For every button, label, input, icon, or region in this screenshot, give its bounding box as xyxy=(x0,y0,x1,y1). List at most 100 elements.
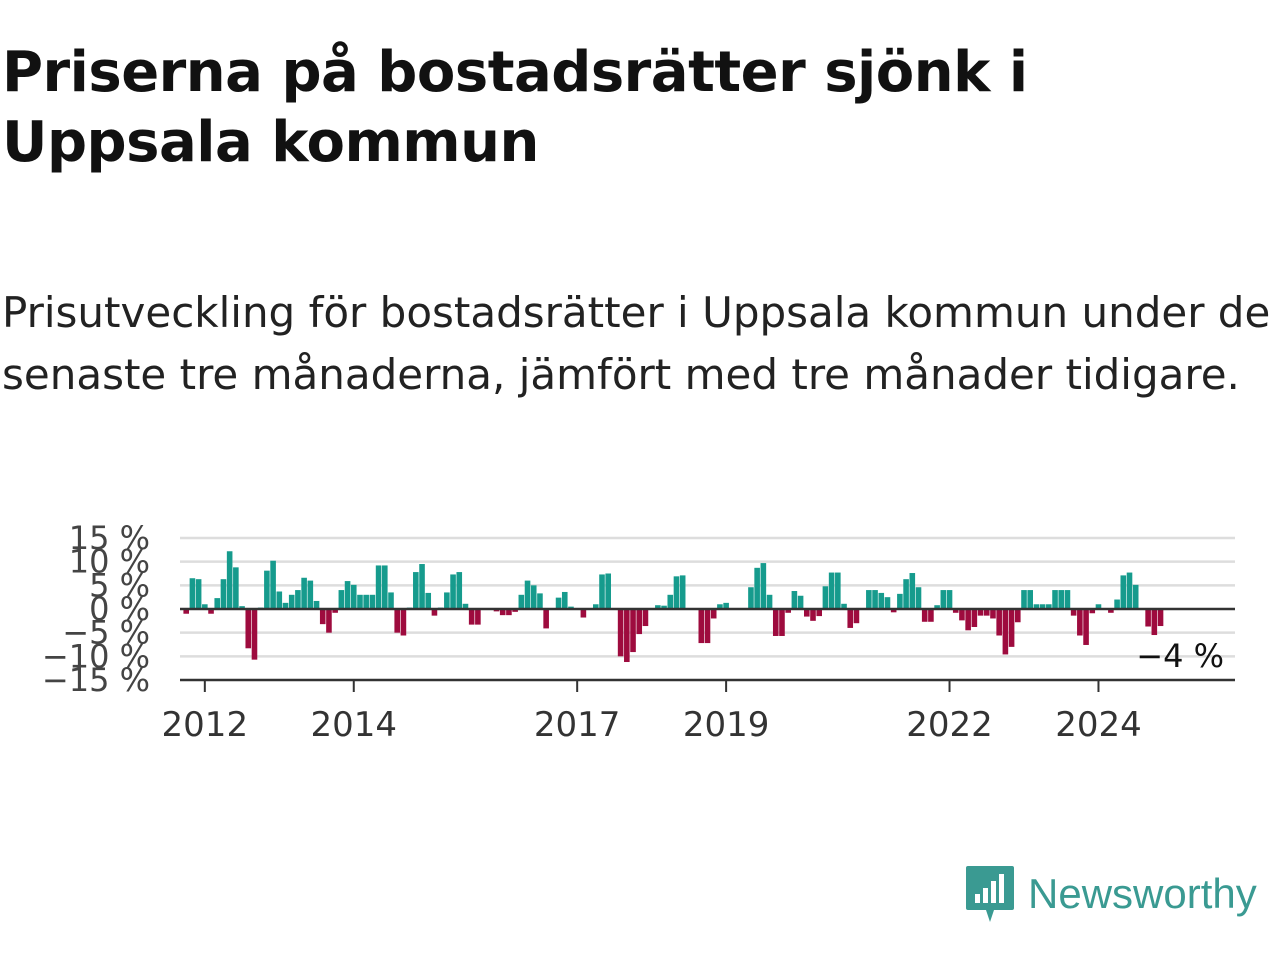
bar xyxy=(835,572,841,609)
bar xyxy=(208,609,214,614)
bar xyxy=(1008,609,1015,647)
bar xyxy=(270,560,276,609)
bar xyxy=(903,579,909,609)
bar xyxy=(977,609,984,616)
bar xyxy=(288,594,295,609)
bar xyxy=(251,609,258,660)
bar xyxy=(332,609,338,613)
y-tick-label: 0 % xyxy=(89,590,150,628)
bar xyxy=(828,572,835,609)
y-tick-label: −15 % xyxy=(42,661,150,699)
y-tick-label: −5 % xyxy=(62,614,150,652)
bar xyxy=(431,609,438,616)
bar xyxy=(382,565,388,609)
bar xyxy=(617,609,624,657)
bar xyxy=(276,591,283,609)
bar xyxy=(220,579,227,609)
bar xyxy=(1077,609,1083,636)
bar xyxy=(822,586,829,609)
bar xyxy=(1021,590,1027,609)
bar xyxy=(599,574,605,609)
bar xyxy=(499,609,506,616)
bar xyxy=(971,609,978,627)
bar xyxy=(816,609,822,617)
bar xyxy=(183,609,189,614)
bar xyxy=(313,600,320,609)
bar xyxy=(475,609,481,625)
bar xyxy=(425,592,432,609)
bar xyxy=(897,593,903,609)
bar xyxy=(363,594,369,609)
bar-chart: 15 %10 %5 %0 %−5 %−10 %−15 % 2012 2014 2017… xyxy=(42,519,1235,745)
bar xyxy=(698,609,705,644)
bar xyxy=(1157,609,1164,627)
bar xyxy=(655,605,661,609)
bar xyxy=(344,581,351,609)
bar xyxy=(934,605,940,609)
bar xyxy=(946,590,953,609)
bar xyxy=(444,592,450,609)
bar xyxy=(524,580,531,609)
bar xyxy=(667,594,674,609)
bar xyxy=(673,576,680,609)
bar xyxy=(394,609,400,633)
bar xyxy=(350,584,357,609)
bar xyxy=(847,609,854,628)
bar xyxy=(878,592,885,609)
chart-subtitle: Prisutveckling för bostadsrätter i Uppsa… xyxy=(2,288,1271,399)
bar xyxy=(704,609,711,644)
bar xyxy=(872,590,878,609)
bar xyxy=(338,590,345,609)
bar xyxy=(195,579,202,609)
bar xyxy=(456,572,463,609)
bar xyxy=(530,585,537,609)
bar xyxy=(593,604,599,609)
x-tick-label: 2017 xyxy=(534,705,621,745)
bar xyxy=(419,564,425,609)
bar xyxy=(1058,590,1065,609)
chart-title: Priserna på bostadsrätter sjönk i Uppsal… xyxy=(2,40,1028,175)
bar xyxy=(624,609,630,663)
bar xyxy=(319,609,326,625)
bar xyxy=(226,551,233,609)
bar xyxy=(952,609,959,613)
bar xyxy=(1046,604,1052,609)
bar xyxy=(884,597,891,609)
bar xyxy=(785,609,791,613)
bar xyxy=(468,609,475,625)
bar xyxy=(512,609,518,612)
bar xyxy=(450,574,456,609)
bar xyxy=(853,609,860,624)
bar xyxy=(791,591,798,609)
bar xyxy=(543,609,549,629)
bar xyxy=(295,590,301,609)
bar xyxy=(772,609,779,636)
bar xyxy=(779,609,785,636)
bar xyxy=(921,609,928,622)
bar xyxy=(717,604,723,609)
bar xyxy=(1039,604,1046,609)
x-tick-label: 2014 xyxy=(310,705,397,745)
bar xyxy=(754,567,760,609)
bar xyxy=(990,609,996,619)
bar xyxy=(1002,609,1009,655)
bar xyxy=(400,609,407,636)
bar xyxy=(1015,609,1021,623)
axes: 15 %10 %5 %0 %−5 %−10 %−15 % 2012 2014 2017… xyxy=(42,519,1235,745)
bar xyxy=(233,567,239,609)
bar xyxy=(239,606,245,609)
bar xyxy=(1126,572,1133,609)
x-tick-label: 2012 xyxy=(162,705,249,745)
bar xyxy=(301,577,307,609)
bar xyxy=(723,602,729,609)
bar xyxy=(959,609,965,621)
x-tick-label: 2022 xyxy=(906,705,993,745)
bar xyxy=(1089,609,1096,614)
bar xyxy=(1120,575,1127,609)
bar xyxy=(940,590,947,609)
newsworthy-logo-icon xyxy=(966,866,1014,922)
last-value-label: −4 % xyxy=(1136,637,1224,675)
bar xyxy=(1151,609,1158,636)
bar xyxy=(326,609,332,633)
bar xyxy=(357,594,363,609)
